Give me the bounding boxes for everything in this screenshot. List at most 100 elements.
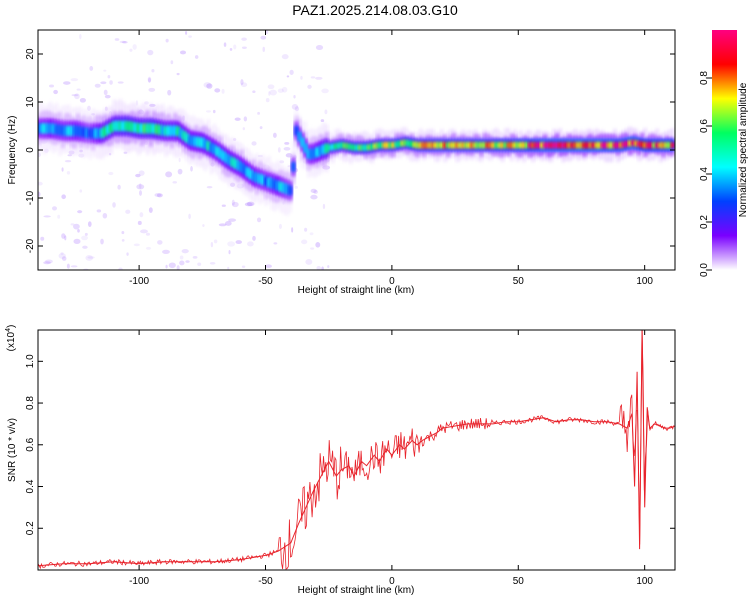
spectrogram-noise-cell xyxy=(228,249,231,255)
spectrogram-noise-cell xyxy=(133,243,140,247)
spectrogram-ridge-cell xyxy=(85,128,90,138)
spectrogram-y-label: Frequency (Hz) xyxy=(7,116,18,185)
spectrogram-ridge-cell xyxy=(382,142,387,149)
snr-x-tick-label: 0 xyxy=(389,576,395,587)
spectrogram-ridge-cell xyxy=(264,176,269,186)
spectrogram-ridge-cell xyxy=(461,142,466,149)
spectrogram-ridge-cell xyxy=(370,143,375,150)
spectrogram-ridge-cell xyxy=(318,145,323,156)
spectrogram-ridge-cell xyxy=(315,147,320,157)
spectrogram-ridge-cell xyxy=(409,141,414,147)
spectrogram-x-tick-label: -100 xyxy=(129,276,149,287)
spectrogram-noise-cell xyxy=(315,242,321,248)
spectrogram-noise-cell xyxy=(322,203,326,210)
spectrogram-y-ticks: -20 -10 0 10 20 xyxy=(25,48,675,253)
spectrogram-noise-cell xyxy=(162,249,170,255)
spectrogram-ridge-cell xyxy=(476,142,481,149)
spectrogram-ridge-cell xyxy=(564,142,569,149)
colorbar: 0.0 0.2 0.4 0.6 0.8 Normalized spectral ampl… xyxy=(699,30,749,277)
spectrogram-noise-cell xyxy=(194,55,199,59)
spectrogram-ridge-cell xyxy=(345,143,351,150)
spectrogram-noise-cell xyxy=(231,199,235,206)
spectrogram-ridge-cell xyxy=(421,142,426,149)
spectrogram-noise-cell xyxy=(38,191,41,197)
spectrogram-noise-cell xyxy=(327,265,330,269)
spectrogram-ridge-cell xyxy=(482,142,487,149)
spectrogram-ridge-cell xyxy=(173,126,178,136)
spectrogram-noise-cell xyxy=(132,44,137,50)
spectrogram-ridge-cell xyxy=(254,172,260,183)
colorbar-tick-label: 0.2 xyxy=(699,215,710,229)
spectrogram-ridge-cell xyxy=(652,142,657,149)
spectrogram-ridge-cell xyxy=(446,142,451,149)
spectrogram-noise-cell xyxy=(82,245,88,249)
spectrogram-ridge-cell xyxy=(376,142,381,149)
spectrogram-ridge-cell xyxy=(436,142,442,149)
spectrogram-ridge-cell xyxy=(491,142,496,149)
multiplier-exp: 4 xyxy=(5,328,12,332)
spectrogram-noise-cell xyxy=(310,188,317,194)
spectrogram-noise-cell xyxy=(119,40,127,44)
spectrogram-ridge-cell xyxy=(206,141,211,151)
spectrogram-noise-cell xyxy=(81,235,89,241)
snr-y-tick-label: 1.0 xyxy=(25,354,36,368)
spectrogram-noise-cell xyxy=(228,218,237,222)
spectrogram-noise-cell xyxy=(272,132,277,138)
snr-y-label: SNR (10 * v/v) xyxy=(7,418,18,482)
spectrogram-noise-cell xyxy=(307,84,312,89)
spectrogram-noise-cell xyxy=(172,181,177,184)
spectrogram-noise-cell xyxy=(103,89,108,96)
spectrogram-ridge-cell xyxy=(667,142,672,149)
spectrogram-noise-cell xyxy=(229,48,233,51)
spectrogram-noise-cell xyxy=(61,233,66,239)
spectrogram-ridge-cell xyxy=(69,126,75,136)
spectrogram-ridge-cell xyxy=(494,142,499,149)
spectrogram-noise-cell xyxy=(156,193,163,198)
spectrogram-noise-cell xyxy=(61,256,67,261)
spectrogram-ridge-cell xyxy=(442,142,448,149)
spectrogram-ridge-cell xyxy=(439,142,445,149)
spectrogram-ridge-cell xyxy=(300,137,305,148)
spectrogram-noise-cell xyxy=(96,209,102,213)
spectrogram-ridge-cell xyxy=(142,123,147,134)
spectrogram-ridge-cell xyxy=(215,146,220,157)
snr-y-tick-label: 0.4 xyxy=(25,479,36,493)
spectrogram-noise-cell xyxy=(148,207,153,213)
spectrogram-noise-cell xyxy=(257,111,261,115)
spectrogram-ridge-cell xyxy=(285,184,290,195)
spectrogram-noise-cell xyxy=(313,190,318,195)
spectrogram-y-tick-label: -10 xyxy=(25,190,36,205)
spectrogram-noise-cell xyxy=(102,212,108,219)
spectrogram-ridge-cell xyxy=(467,142,472,149)
spectrogram-ridge-cell xyxy=(148,123,153,134)
snr-x-tick-label: -100 xyxy=(129,576,149,587)
spectrogram-ridge-cell xyxy=(297,131,302,142)
spectrogram-heatmap xyxy=(38,30,675,270)
spectrogram-noise-cell xyxy=(241,37,247,41)
colorbar-label: Normalized spectral amplitude xyxy=(738,82,749,217)
spectrogram-noise-cell xyxy=(310,247,315,250)
spectrogram-ridge-cell xyxy=(509,142,514,149)
spectrogram-ridge-cell xyxy=(631,140,636,146)
spectrogram-ridge-cell xyxy=(661,142,666,149)
spectrogram-noise-cell xyxy=(212,109,216,114)
spectrogram-ridge-cell xyxy=(503,142,508,149)
spectrogram-noise-cell xyxy=(247,241,254,247)
spectrogram-noise-cell xyxy=(140,229,148,234)
spectrogram-noise-cell xyxy=(58,252,66,259)
spectrogram-noise-cell xyxy=(79,33,82,40)
spectrogram-ridge-cell xyxy=(549,142,554,149)
spectrogram-ridge-cell xyxy=(479,142,484,149)
spectrogram-ridge-cell xyxy=(406,140,411,147)
spectrogram-noise-cell xyxy=(240,79,244,86)
spectrogram-ridge-cell xyxy=(524,142,530,149)
spectrogram-noise-cell xyxy=(165,38,169,43)
spectrogram-noise-cell xyxy=(252,90,256,94)
spectrogram-ridge-cell xyxy=(452,142,457,149)
spectrogram-noise-cell xyxy=(66,263,70,269)
spectrogram-noise-cell xyxy=(154,193,162,197)
spectrogram-ridge-cell xyxy=(233,159,238,169)
spectrogram-ridge-cell xyxy=(130,122,135,132)
spectrogram-ridge-cell xyxy=(634,140,639,147)
